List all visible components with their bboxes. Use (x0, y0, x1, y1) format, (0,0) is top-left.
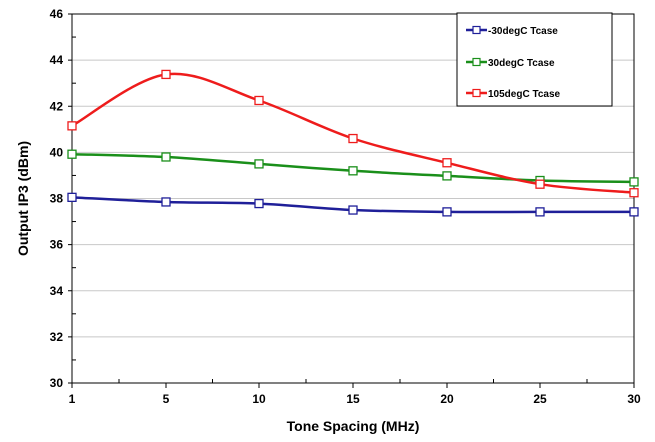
y-tick-label: 38 (50, 192, 64, 206)
data-point (442, 158, 452, 168)
legend-swatch-marker (472, 57, 481, 67)
y-tick-label: 46 (50, 7, 64, 21)
series-2 (67, 149, 639, 187)
legend-item-2: 30degC Tcase (466, 57, 555, 69)
x-tick-label: 20 (440, 392, 454, 406)
data-point (161, 152, 171, 162)
legend: -30degC Tcase 30degC Tcase 105degC Tcase (456, 12, 613, 107)
x-tick-label: 1 (69, 392, 76, 406)
legend-box (456, 12, 613, 107)
data-point (629, 177, 639, 187)
legend-label: 105degC Tcase (488, 89, 561, 100)
series-1 (67, 192, 639, 217)
x-axis-ticks: 1 5 10 15 20 25 30 (69, 379, 641, 406)
y-tick-label: 30 (50, 376, 64, 390)
x-tick-label: 30 (627, 392, 641, 406)
data-point (254, 159, 264, 169)
data-point (67, 149, 77, 159)
legend-swatch-marker (472, 25, 481, 35)
data-point (535, 179, 545, 189)
x-tick-label: 10 (252, 392, 266, 406)
data-point (629, 207, 639, 217)
legend-swatch-marker (472, 88, 481, 98)
data-point (442, 171, 452, 181)
data-point (67, 121, 77, 131)
data-point (161, 69, 171, 80)
data-point (348, 205, 358, 215)
y-tick-label: 42 (50, 99, 64, 113)
data-point (442, 207, 452, 217)
data-point (161, 197, 171, 207)
y-axis-title: Output IP3 (dBm) (15, 141, 31, 256)
series-lines (67, 69, 639, 217)
y-tick-label: 32 (50, 330, 64, 344)
data-point (348, 133, 358, 144)
y-axis-ticks: 30 32 34 36 38 40 42 44 46 (50, 7, 76, 390)
x-tick-label: 5 (163, 392, 170, 406)
y-tick-label: 36 (50, 238, 64, 252)
legend-item-3: 105degC Tcase (466, 88, 561, 100)
x-axis-title: Tone Spacing (MHz) (287, 418, 420, 434)
legend-item-1: -30degC Tcase (466, 25, 558, 37)
y-tick-label: 40 (50, 145, 64, 159)
data-point (348, 166, 358, 176)
y-tick-label: 34 (50, 284, 64, 298)
x-tick-label: 25 (533, 392, 547, 406)
x-tick-label: 15 (346, 392, 360, 406)
data-point (535, 207, 545, 217)
legend-label: -30degC Tcase (488, 26, 558, 37)
data-point (254, 95, 264, 106)
legend-label: 30degC Tcase (488, 58, 555, 69)
series-3 (67, 69, 639, 198)
data-point (254, 198, 264, 209)
y-tick-label: 44 (50, 53, 64, 67)
data-point (67, 192, 77, 202)
data-point (629, 188, 639, 198)
